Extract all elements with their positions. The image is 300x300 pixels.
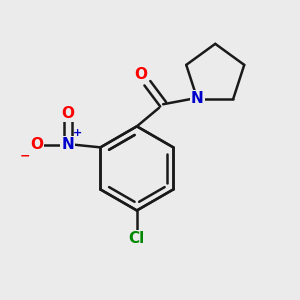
Text: Cl: Cl (129, 231, 145, 246)
Text: O: O (30, 137, 43, 152)
Text: N: N (191, 92, 204, 106)
Text: +: + (73, 128, 82, 138)
Text: N: N (61, 137, 74, 152)
Text: −: − (20, 150, 30, 163)
Text: O: O (135, 67, 148, 82)
Text: O: O (61, 106, 74, 121)
